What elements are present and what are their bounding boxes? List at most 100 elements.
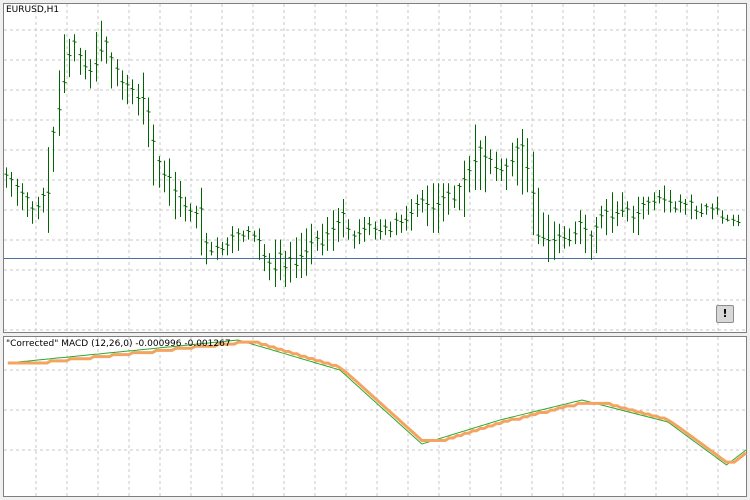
price-bar: [130, 79, 135, 105]
price-bar: [552, 221, 557, 260]
price-bar: [420, 189, 425, 213]
price-bar: [209, 241, 214, 256]
price-bar: [299, 232, 304, 278]
price-bar: [288, 241, 293, 283]
price-bar: [710, 203, 715, 220]
price-bar: [99, 20, 104, 62]
price-bar: [641, 196, 646, 220]
price-bar: [157, 156, 162, 188]
price-bar: [467, 156, 472, 193]
price-bar: [510, 142, 515, 177]
price-bar: [531, 151, 536, 236]
price-bar: [452, 185, 457, 209]
price-bar: [94, 32, 99, 82]
price-bar: [462, 160, 467, 218]
price-bar: [204, 232, 209, 265]
price-bar: [178, 180, 183, 218]
price-bar: [151, 124, 156, 186]
price-bar: [704, 203, 709, 215]
price-bar: [409, 198, 414, 231]
price-bar: [668, 189, 673, 213]
price-bar: [199, 187, 204, 256]
price-bar: [36, 196, 41, 220]
price-bar: [557, 223, 562, 254]
price-bar: [631, 205, 636, 233]
price-bar: [278, 239, 283, 281]
price-bar: [241, 230, 246, 242]
price-bar: [446, 183, 451, 215]
price-bar: [488, 149, 493, 175]
main-pane-background: [3, 3, 747, 333]
price-bar: [541, 212, 546, 247]
price-bar: [67, 38, 72, 78]
price-bar: [341, 198, 346, 238]
price-bar: [230, 226, 235, 254]
price-bar: [215, 237, 220, 260]
macd-indicator-label: "Corrected" MACD (12,26,0) -0.000996 -0.…: [6, 339, 231, 349]
price-bar: [167, 158, 172, 206]
price-bar: [662, 185, 667, 213]
price-bar: [599, 205, 604, 229]
price-bar: [388, 221, 393, 238]
price-bar: [636, 196, 641, 236]
price-bar: [431, 183, 436, 233]
price-bar: [720, 210, 725, 224]
price-bar: [620, 192, 625, 218]
price-bar: [331, 210, 336, 251]
price-bar: [646, 196, 651, 215]
price-bar: [252, 230, 257, 242]
indicator-pane-background: [3, 336, 747, 497]
price-bar: [615, 201, 620, 227]
price-bar: [589, 230, 594, 260]
price-bar: [188, 203, 193, 222]
price-bar: [257, 228, 262, 260]
price-bar: [457, 183, 462, 211]
price-bar: [183, 196, 188, 222]
price-bar: [583, 214, 588, 254]
price-bar: [72, 34, 77, 62]
price-bar: [304, 228, 309, 276]
price-bar: [367, 217, 372, 236]
price-bar: [525, 138, 530, 193]
price-bar: [441, 183, 446, 222]
price-bar: [425, 185, 430, 227]
price-bar: [315, 230, 320, 251]
price-bar: [325, 217, 330, 251]
price-bar: [320, 223, 325, 256]
price-bar: [546, 214, 551, 263]
price-bar: [30, 201, 35, 224]
price-bar: [725, 214, 730, 222]
price-bar: [125, 74, 130, 105]
price-bar: [362, 217, 367, 242]
price-bar: [173, 171, 178, 220]
price-bar: [378, 219, 383, 240]
price-bar: [399, 214, 404, 233]
symbol-timeframe-label: EURUSD,H1: [6, 5, 60, 15]
price-bar: [57, 70, 62, 136]
price-bar: [404, 205, 409, 231]
price-bar: [15, 178, 20, 206]
price-bar: [141, 72, 146, 125]
price-bar: [473, 124, 478, 190]
price-bar: [146, 97, 151, 148]
price-bar: [25, 192, 30, 218]
price-bar: [78, 47, 83, 75]
price-bar: [678, 194, 683, 213]
price-bar: [515, 138, 520, 186]
price-bar: [373, 221, 378, 240]
price-bar: [578, 210, 583, 245]
macd-line-thin: [7, 339, 747, 466]
price-bar: [673, 201, 678, 213]
price-bar: [162, 160, 167, 193]
price-bar: [652, 192, 657, 211]
alert-button[interactable]: !: [716, 305, 734, 323]
price-bar: [415, 194, 420, 218]
price-bar: [594, 217, 599, 254]
price-bar: [246, 226, 251, 240]
price-bar: [267, 253, 272, 281]
price-bar: [283, 250, 288, 287]
price-bar: [520, 129, 525, 195]
price-bar: [41, 187, 46, 213]
